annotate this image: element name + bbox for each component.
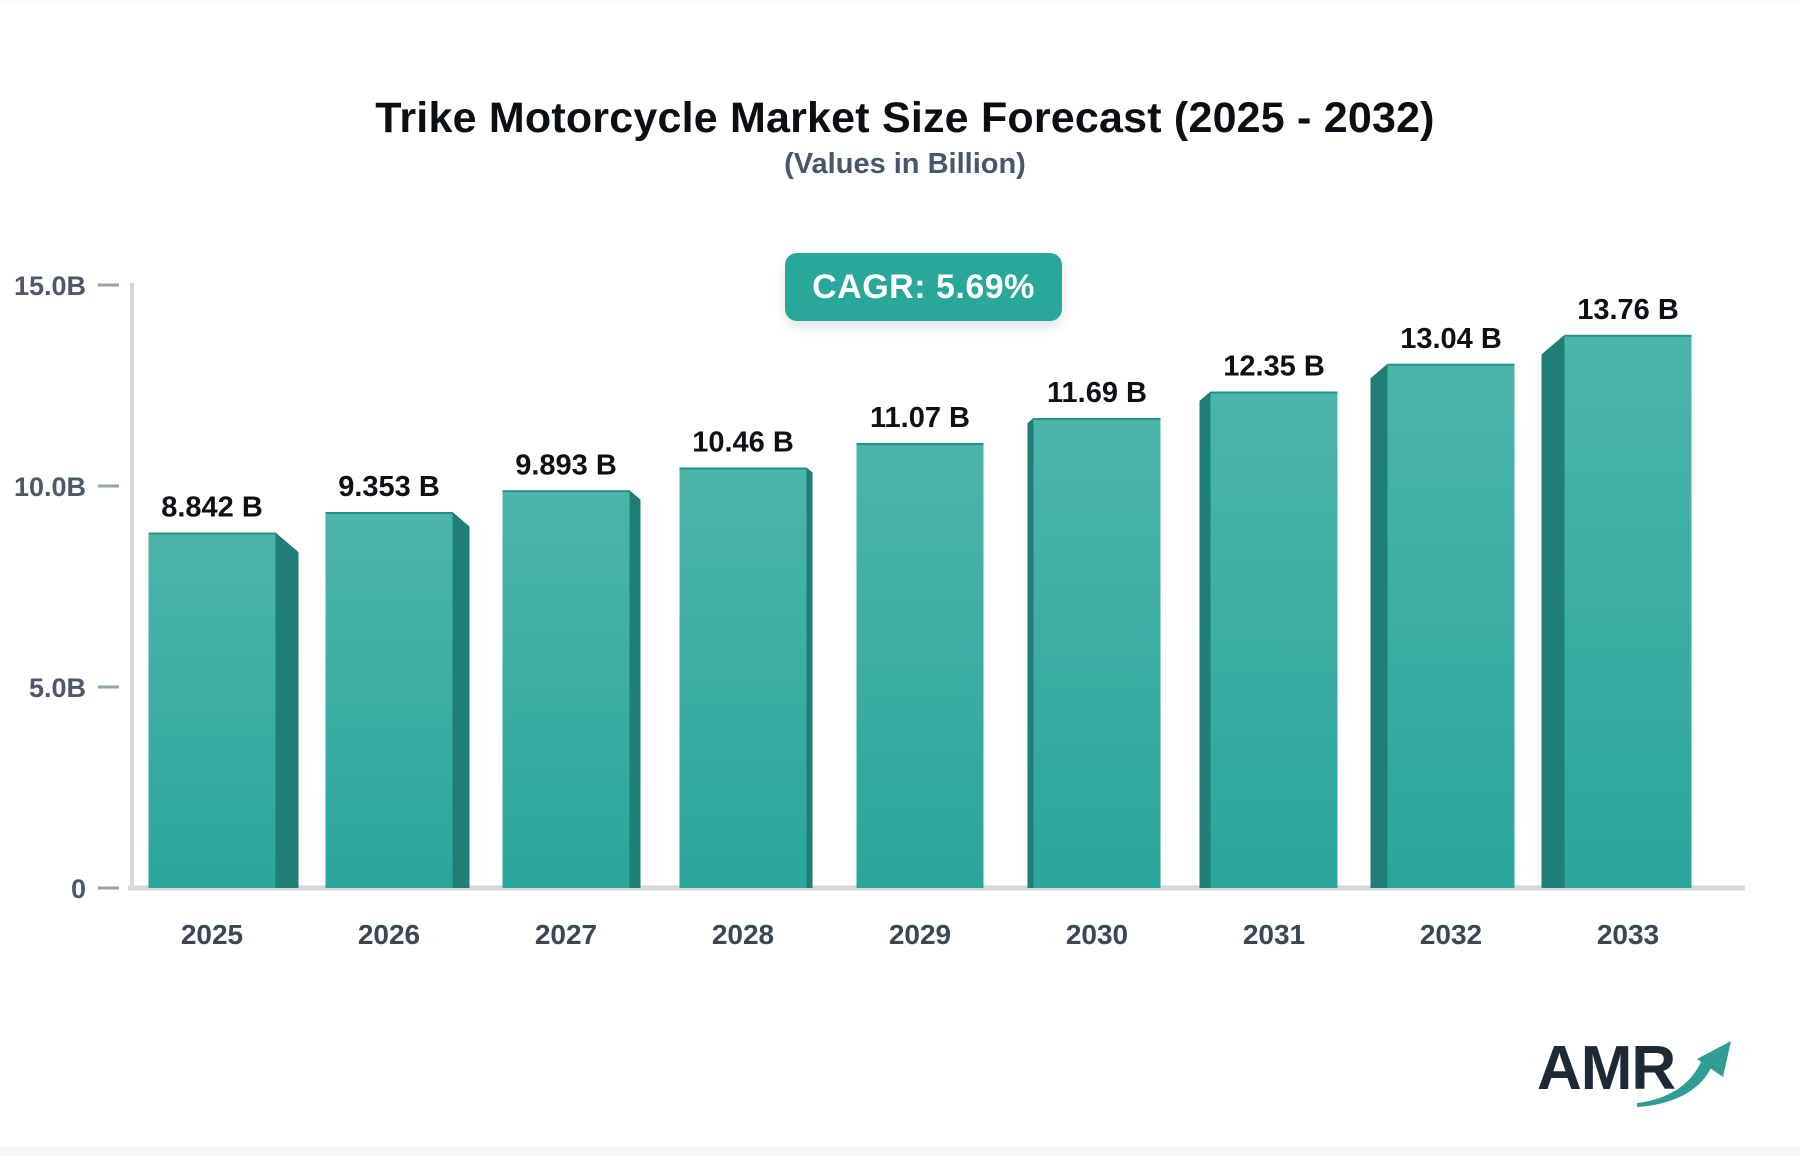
bar-front-face xyxy=(325,512,453,888)
bar-2028: 10.46 B 2028 xyxy=(679,427,813,950)
chart-subtitle: (Values in Billion) xyxy=(784,148,1026,180)
amr-logo-text: AMR xyxy=(1537,1034,1676,1103)
bar-side-face xyxy=(1370,363,1388,888)
y-tick-label: 0 xyxy=(71,874,86,904)
x-axis-label: 2030 xyxy=(1066,919,1128,950)
bar-2025: 8.842 B 2025 xyxy=(148,492,299,950)
cagr-badge: CAGR: 5.69% xyxy=(785,253,1062,321)
bar-front-face xyxy=(679,467,807,888)
bar-value-label: 9.893 B xyxy=(515,449,617,481)
bar-2026: 9.353 B 2026 xyxy=(325,471,470,950)
bar-side-face xyxy=(275,532,299,888)
bar-value-label: 10.46 B xyxy=(692,427,794,459)
bar-2027: 9.893 B 2027 xyxy=(502,449,641,950)
bar-front-face xyxy=(1033,418,1161,888)
bar-side-face xyxy=(629,490,641,888)
amr-logo: AMR xyxy=(1537,1033,1737,1113)
bar-front-face xyxy=(1210,391,1338,888)
bar-value-label: 8.842 B xyxy=(161,492,263,524)
bar-value-label: 9.353 B xyxy=(338,471,440,503)
x-axis-label: 2029 xyxy=(889,919,951,950)
x-axis-label: 2026 xyxy=(358,919,420,950)
bar-side-face xyxy=(1541,334,1565,888)
bar-front-face xyxy=(1387,363,1515,888)
growth-arrow-icon xyxy=(1637,1041,1731,1107)
bar-2032: 13.04 B 2032 xyxy=(1370,323,1515,950)
bar-front-face xyxy=(1564,334,1692,888)
bar-value-label: 13.04 B xyxy=(1400,323,1502,355)
bar-front-face xyxy=(856,442,984,888)
bar-value-label: 13.76 B xyxy=(1577,294,1679,326)
bar-2031: 12.35 B 2031 xyxy=(1199,351,1338,950)
bar-front-face xyxy=(502,490,630,888)
bar-side-face xyxy=(1027,418,1034,888)
bar-side-face xyxy=(1199,391,1211,888)
bar-2033: 13.76 B 2033 xyxy=(1541,294,1692,950)
bar-front-face xyxy=(148,532,276,888)
bar-side-face xyxy=(452,512,470,888)
y-tick-label: 5.0B xyxy=(29,673,86,703)
y-tick-label: 15.0B xyxy=(14,271,86,301)
cagr-badge-label: CAGR: 5.69% xyxy=(812,267,1035,306)
x-axis-label: 2031 xyxy=(1243,919,1305,950)
bar-value-label: 12.35 B xyxy=(1223,351,1325,383)
x-axis-label: 2033 xyxy=(1597,919,1659,950)
bar-value-label: 11.69 B xyxy=(1047,377,1147,409)
bar-value-label: 11.07 B xyxy=(870,402,970,434)
x-axis-label: 2032 xyxy=(1420,919,1482,950)
x-axis-label: 2025 xyxy=(181,919,243,950)
top-edge-strip xyxy=(0,0,1800,3)
x-axis-label: 2028 xyxy=(712,919,774,950)
bottom-edge-strip xyxy=(0,1147,1800,1156)
bar-side-face xyxy=(806,467,813,888)
bar-2029: 11.07 B 2029 xyxy=(856,402,984,950)
x-axis-label: 2027 xyxy=(535,919,597,950)
y-tick-label: 10.0B xyxy=(14,472,86,502)
chart-title: Trike Motorcycle Market Size Forecast (2… xyxy=(375,94,1435,142)
bar-2030: 11.69 B 2030 xyxy=(1027,377,1161,950)
